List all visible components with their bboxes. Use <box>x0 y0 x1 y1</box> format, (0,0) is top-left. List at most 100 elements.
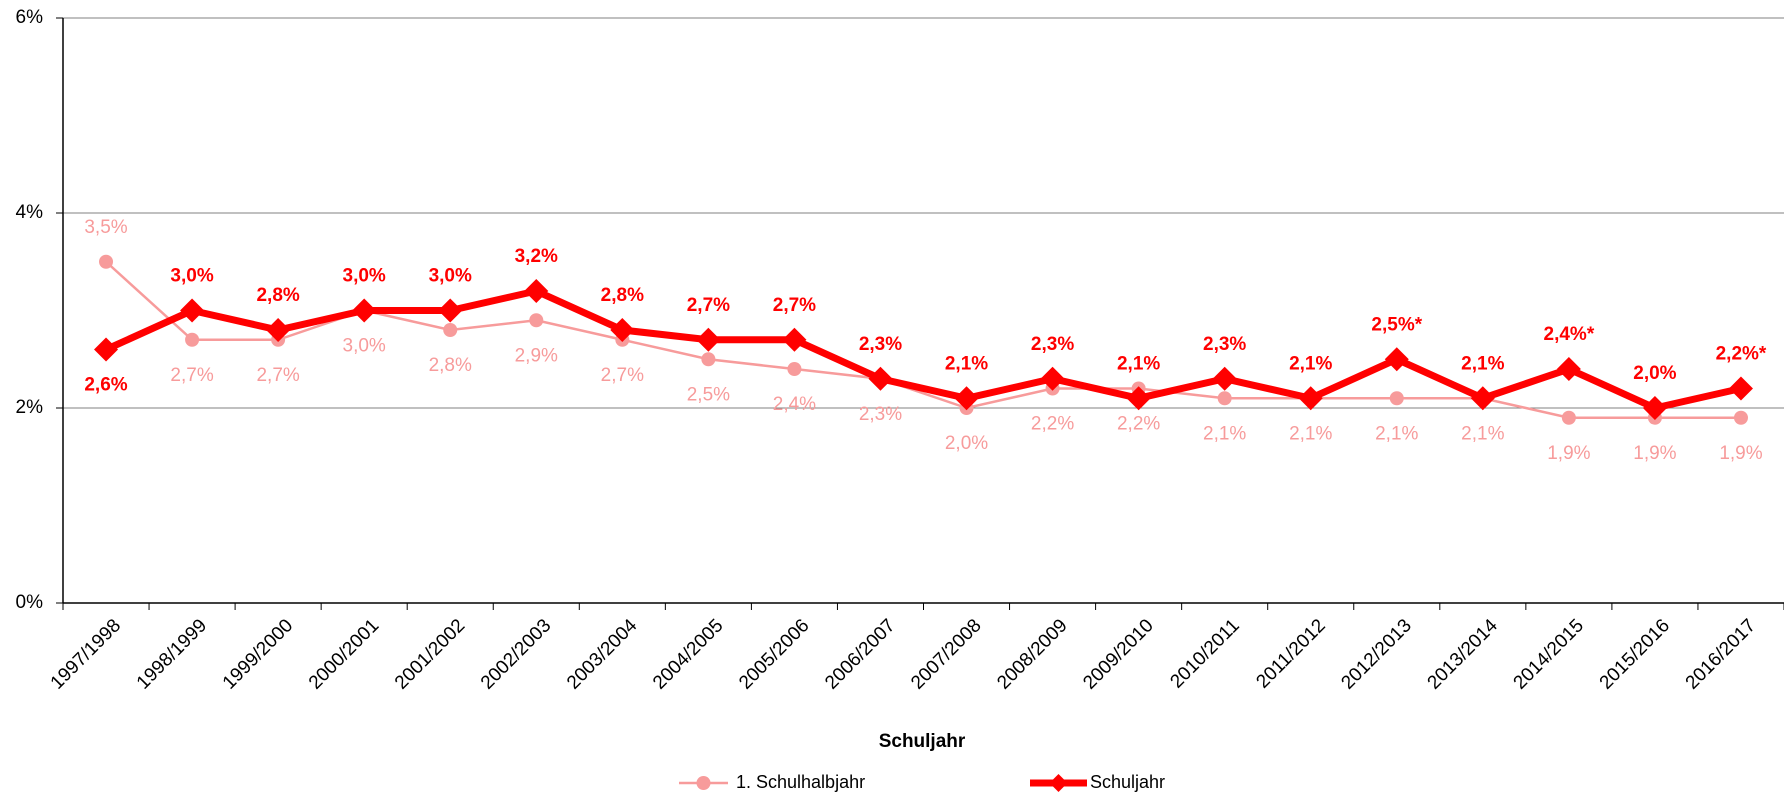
x-tick-label: 1998/1999 <box>133 615 211 693</box>
data-label: 2,1% <box>1289 423 1332 444</box>
point <box>1217 391 1232 406</box>
data-label: 2,3% <box>859 334 902 355</box>
point <box>1728 376 1753 401</box>
point <box>1733 410 1748 425</box>
data-label: 2,6% <box>84 375 127 396</box>
x-tick-label: 2014/2015 <box>1510 615 1588 693</box>
data-label: 2,7% <box>773 295 816 316</box>
data-label: 2,7% <box>601 365 644 386</box>
legend-marker <box>1049 774 1068 792</box>
x-tick-label: 2003/2004 <box>563 615 642 694</box>
x-tick-label: 2002/2003 <box>477 615 555 693</box>
y-tick-label: 4% <box>16 202 44 223</box>
x-axis-title: Schuljahr <box>879 731 966 752</box>
data-label: 2,0% <box>1633 363 1676 384</box>
data-label: 3,0% <box>170 266 213 287</box>
data-label: 1,9% <box>1547 443 1590 464</box>
point <box>1642 396 1667 420</box>
x-tick-label: 2009/2010 <box>1079 615 1157 693</box>
data-label: 2,0% <box>945 433 988 454</box>
point <box>180 298 205 323</box>
x-tick-label: 1997/1998 <box>47 615 125 693</box>
point <box>529 313 544 328</box>
point <box>1556 357 1581 381</box>
x-tick-label: 2005/2006 <box>735 615 813 693</box>
data-label: 1,9% <box>1633 443 1676 464</box>
point <box>1126 386 1151 411</box>
data-label: 2,1% <box>1117 353 1160 374</box>
data-label: 2,7% <box>170 365 213 386</box>
x-tick-label: 1999/2000 <box>219 615 297 693</box>
y-tick-label: 0% <box>16 592 44 613</box>
point <box>696 327 721 352</box>
point <box>352 298 377 323</box>
data-label: 2,8% <box>601 285 644 306</box>
data-label: 2,4% <box>773 394 816 415</box>
data-label: 2,2%* <box>1716 344 1767 365</box>
data-label: 3,0% <box>343 266 386 287</box>
data-label: 3,0% <box>429 266 472 287</box>
point <box>1561 410 1576 425</box>
x-tick-label: 2012/2013 <box>1337 615 1415 693</box>
data-label: 2,2% <box>1031 414 1074 435</box>
legend-label: Schuljahr <box>1090 772 1165 792</box>
data-label: 3,0% <box>343 336 386 357</box>
point <box>868 366 893 391</box>
y-tick-label: 2% <box>16 397 44 418</box>
point <box>1040 366 1065 391</box>
x-tick-label: 2006/2007 <box>821 615 899 693</box>
point <box>610 318 635 342</box>
data-label: 2,7% <box>256 365 299 386</box>
x-tick-label: 2013/2014 <box>1424 615 1503 694</box>
data-label: 2,5%* <box>1371 314 1422 335</box>
data-label: 2,9% <box>515 345 558 366</box>
point <box>787 362 802 376</box>
point <box>1389 391 1404 406</box>
x-tick-label: 2001/2002 <box>391 615 469 693</box>
data-label: 2,1% <box>1461 423 1504 444</box>
data-label: 2,3% <box>1031 334 1074 355</box>
point <box>701 352 716 367</box>
data-label: 2,1% <box>945 353 988 374</box>
data-label: 2,4%* <box>1544 324 1595 345</box>
data-label: 2,1% <box>1203 423 1246 444</box>
x-tick-label: 2015/2016 <box>1596 615 1674 693</box>
point <box>185 332 200 347</box>
point <box>1470 386 1495 411</box>
x-tick-label: 2008/2009 <box>993 615 1071 693</box>
data-label: 3,5% <box>84 217 127 238</box>
point <box>782 327 807 352</box>
data-label: 2,7% <box>687 295 730 316</box>
data-label: 2,1% <box>1289 353 1332 374</box>
data-label: 2,1% <box>1375 423 1418 444</box>
data-label: 2,5% <box>687 384 730 405</box>
point <box>266 318 291 342</box>
point <box>443 323 458 337</box>
x-tick-label: 2010/2011 <box>1166 615 1243 692</box>
x-tick-label: 2016/2017 <box>1682 615 1760 693</box>
x-tick-label: 2000/2001 <box>305 615 383 693</box>
point <box>524 279 549 303</box>
point <box>438 298 463 323</box>
point <box>1384 347 1409 372</box>
data-label: 2,3% <box>1203 334 1246 355</box>
y-tick-label: 6% <box>16 7 44 28</box>
point <box>94 337 119 362</box>
legend-marker <box>696 776 711 790</box>
data-label: 2,8% <box>429 355 472 376</box>
data-label: 2,1% <box>1461 353 1504 374</box>
series-line <box>104 287 1742 412</box>
x-tick-label: 2011/2012 <box>1252 615 1329 692</box>
data-label: 1,9% <box>1719 443 1762 464</box>
point <box>99 254 114 269</box>
data-label: 3,2% <box>515 246 558 267</box>
data-label: 2,8% <box>256 285 299 306</box>
point <box>954 386 979 411</box>
data-label: 2,2% <box>1117 414 1160 435</box>
x-tick-label: 2007/2008 <box>907 615 985 693</box>
x-tick-label: 2004/2005 <box>649 615 727 693</box>
data-label: 2,3% <box>859 404 902 425</box>
legend-label: 1. Schulhalbjahr <box>736 772 865 792</box>
point <box>1298 386 1323 411</box>
